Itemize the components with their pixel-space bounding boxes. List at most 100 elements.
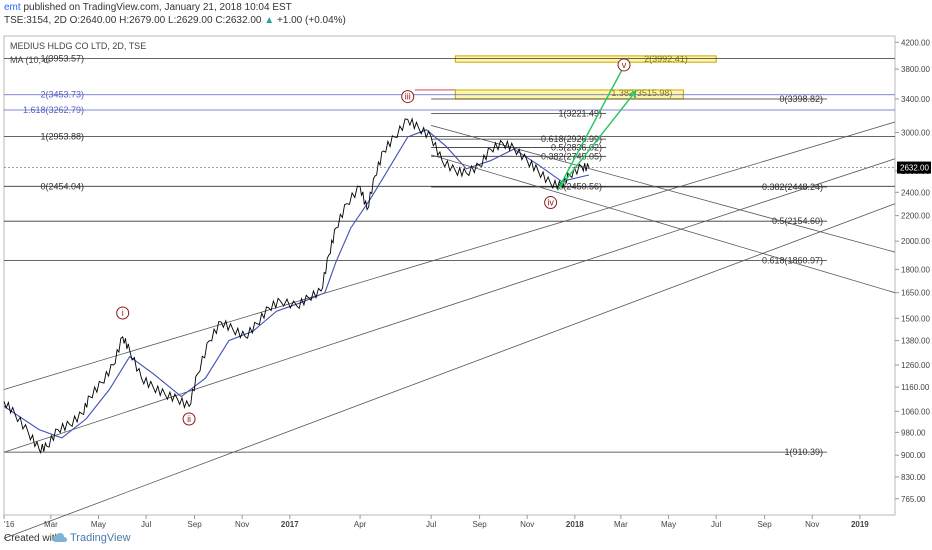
y-tick-label-1: 3800.00	[901, 65, 930, 74]
channel-line-2	[3, 203, 896, 539]
last-price-badge-box	[897, 161, 931, 174]
arrow-line-1	[557, 90, 637, 191]
fib-label-3: 1(2953.88)	[40, 132, 84, 142]
wave-label-0: i	[122, 308, 124, 318]
symbol-label: TSE:3154, 2D	[4, 15, 67, 26]
arrow-head-1	[629, 89, 637, 99]
chart-title: MEDIUS HLDG CO LTD, 2D, TSE	[10, 41, 146, 51]
last-price-badge: 2632.00	[4, 161, 931, 174]
created-with-text: Created with	[4, 533, 61, 544]
cloud-logo-icon	[53, 533, 67, 542]
publish-header: emt published on TradingView.com, Januar…	[0, 0, 932, 28]
fib-label-14: 1(910.39)	[785, 447, 824, 457]
wave-label-3: iv	[547, 198, 554, 208]
y-tick-label-17: 830.00	[901, 473, 926, 482]
y-tick-label-15: 980.00	[901, 428, 926, 437]
y-tick-label-7: 2000.00	[901, 237, 930, 246]
fib-label-13: 0.618(1860.97)	[762, 255, 823, 265]
channel-line-3	[431, 125, 896, 253]
x-tick-label-6: 2017	[281, 520, 299, 529]
price-line	[3, 117, 590, 455]
fib-label-11: 0.382(2448.24)	[762, 182, 823, 192]
last-price-badge-text: 2632.00	[900, 164, 929, 173]
channel-line-1	[3, 158, 896, 453]
trend-channels	[3, 121, 896, 539]
fib-label-6: 1(3221.49)	[559, 108, 603, 118]
wave-label-4: v	[622, 60, 627, 70]
x-tick-label-16: Nov	[805, 520, 819, 529]
y-tick-label-10: 1500.00	[901, 314, 930, 323]
wave-circle-2	[401, 90, 415, 104]
ma-indicator-label: MA (10, cl	[10, 55, 50, 65]
y-tick-label-6: 2200.00	[901, 212, 930, 221]
ohlc-bar: TSE:3154, 2D O:2640.00 H:2679.00 L:2629.…	[4, 15, 346, 26]
fib-levels: 1(3953.57) 2(3453.73) 1.618(3262.79) 1(2953…	[4, 54, 895, 457]
y-tick-label-16: 900.00	[901, 451, 926, 460]
wave-circle-3	[544, 196, 558, 210]
ohlc-change: +1.00 (+0.04%)	[276, 15, 346, 26]
y-tick-label-9: 1650.00	[901, 289, 930, 298]
wave-label-1: ii	[187, 414, 191, 424]
plot-area-frame	[3, 35, 896, 516]
publish-info: emt published on TradingView.com, Januar…	[4, 2, 292, 13]
y-tick-label-3: 3000.00	[901, 128, 930, 137]
x-tick-label-15: Sep	[757, 520, 772, 529]
y-tick-label-0: 4200.00	[901, 38, 930, 47]
x-tick-label-9: Sep	[472, 520, 487, 529]
x-tick-label-13: May	[661, 520, 676, 529]
published-text: published on TradingView.com, January 21…	[23, 2, 292, 13]
arrow-line-0	[557, 58, 629, 191]
fib-label-1: 2(3453.73)	[40, 90, 84, 100]
y-tick-label-11: 1380.00	[901, 337, 930, 346]
target-zone-0	[454, 55, 717, 63]
ohlc-open: O:2640.00	[69, 15, 117, 26]
ohlc-close: C:2632.00	[215, 15, 262, 26]
y-tick-label-13: 1160.00	[901, 383, 930, 392]
price-axis-ticks: 4200.003800.003400.003000.002600.002400.…	[895, 38, 930, 504]
fib-label-5: 0(3398.82)	[780, 94, 824, 104]
price-series	[3, 117, 590, 455]
time-axis-ticks: '16 Mar May Jul Sep Nov 2017 Apr Jul Sep Nov 2018 Ma…	[3, 515, 869, 529]
fib-label-2: 1.618(3262.79)	[23, 105, 84, 115]
y-tick-label-12: 1260.00	[901, 361, 930, 370]
fib-label-9: 0.382(2745.05)	[541, 151, 602, 161]
ohlc-low: L:2629.00	[168, 15, 213, 26]
channel-line-4	[431, 154, 896, 294]
fib-label-4: 0(2454.04)	[40, 181, 84, 191]
wave-circle-0	[116, 306, 130, 320]
wave-label-2: iii	[405, 92, 411, 102]
y-tick-label-2: 3400.00	[901, 95, 930, 104]
x-tick-label-7: Apr	[354, 520, 367, 529]
ohlc-high: H:2679.00	[119, 15, 166, 26]
x-tick-label-14: Jul	[711, 520, 721, 529]
x-tick-label-11: 2018	[566, 520, 584, 529]
author-link[interactable]: emt	[4, 2, 21, 13]
target-zone-label-1: 1.382(3515.98)	[611, 88, 672, 98]
x-tick-label-2: May	[91, 520, 106, 529]
x-tick-label-10: Nov	[520, 520, 534, 529]
fib-label-8: 0.5(2836.02)	[551, 143, 602, 153]
x-tick-label-3: Jul	[141, 520, 151, 529]
x-tick-label-17: 2019	[851, 520, 869, 529]
fib-label-7: 0.618(2926.99)	[541, 134, 602, 144]
y-tick-label-8: 1800.00	[901, 265, 930, 274]
target-zones: 2(3992.41)1.382(3515.98)	[454, 54, 717, 100]
y-tick-label-5: 2400.00	[901, 188, 930, 197]
fib-label-0: 1(3953.57)	[40, 54, 84, 64]
x-tick-label-0: '16	[4, 520, 15, 529]
tradingview-brand[interactable]: TradingView	[70, 532, 131, 544]
x-tick-label-12: Mar	[614, 520, 628, 529]
footer: Created with TradingView	[0, 528, 932, 550]
channel-line-0	[3, 121, 896, 390]
x-tick-label-5: Nov	[235, 520, 249, 529]
y-tick-label-18: 765.00	[901, 495, 926, 504]
fib-label-12: 0.5(2154.60)	[772, 216, 823, 226]
x-tick-label-8: Jul	[426, 520, 436, 529]
wave-circle-1	[182, 412, 196, 426]
change-arrow-icon: ▲	[264, 15, 275, 26]
x-tick-label-4: Sep	[187, 520, 202, 529]
wave-circle-4	[617, 58, 631, 72]
